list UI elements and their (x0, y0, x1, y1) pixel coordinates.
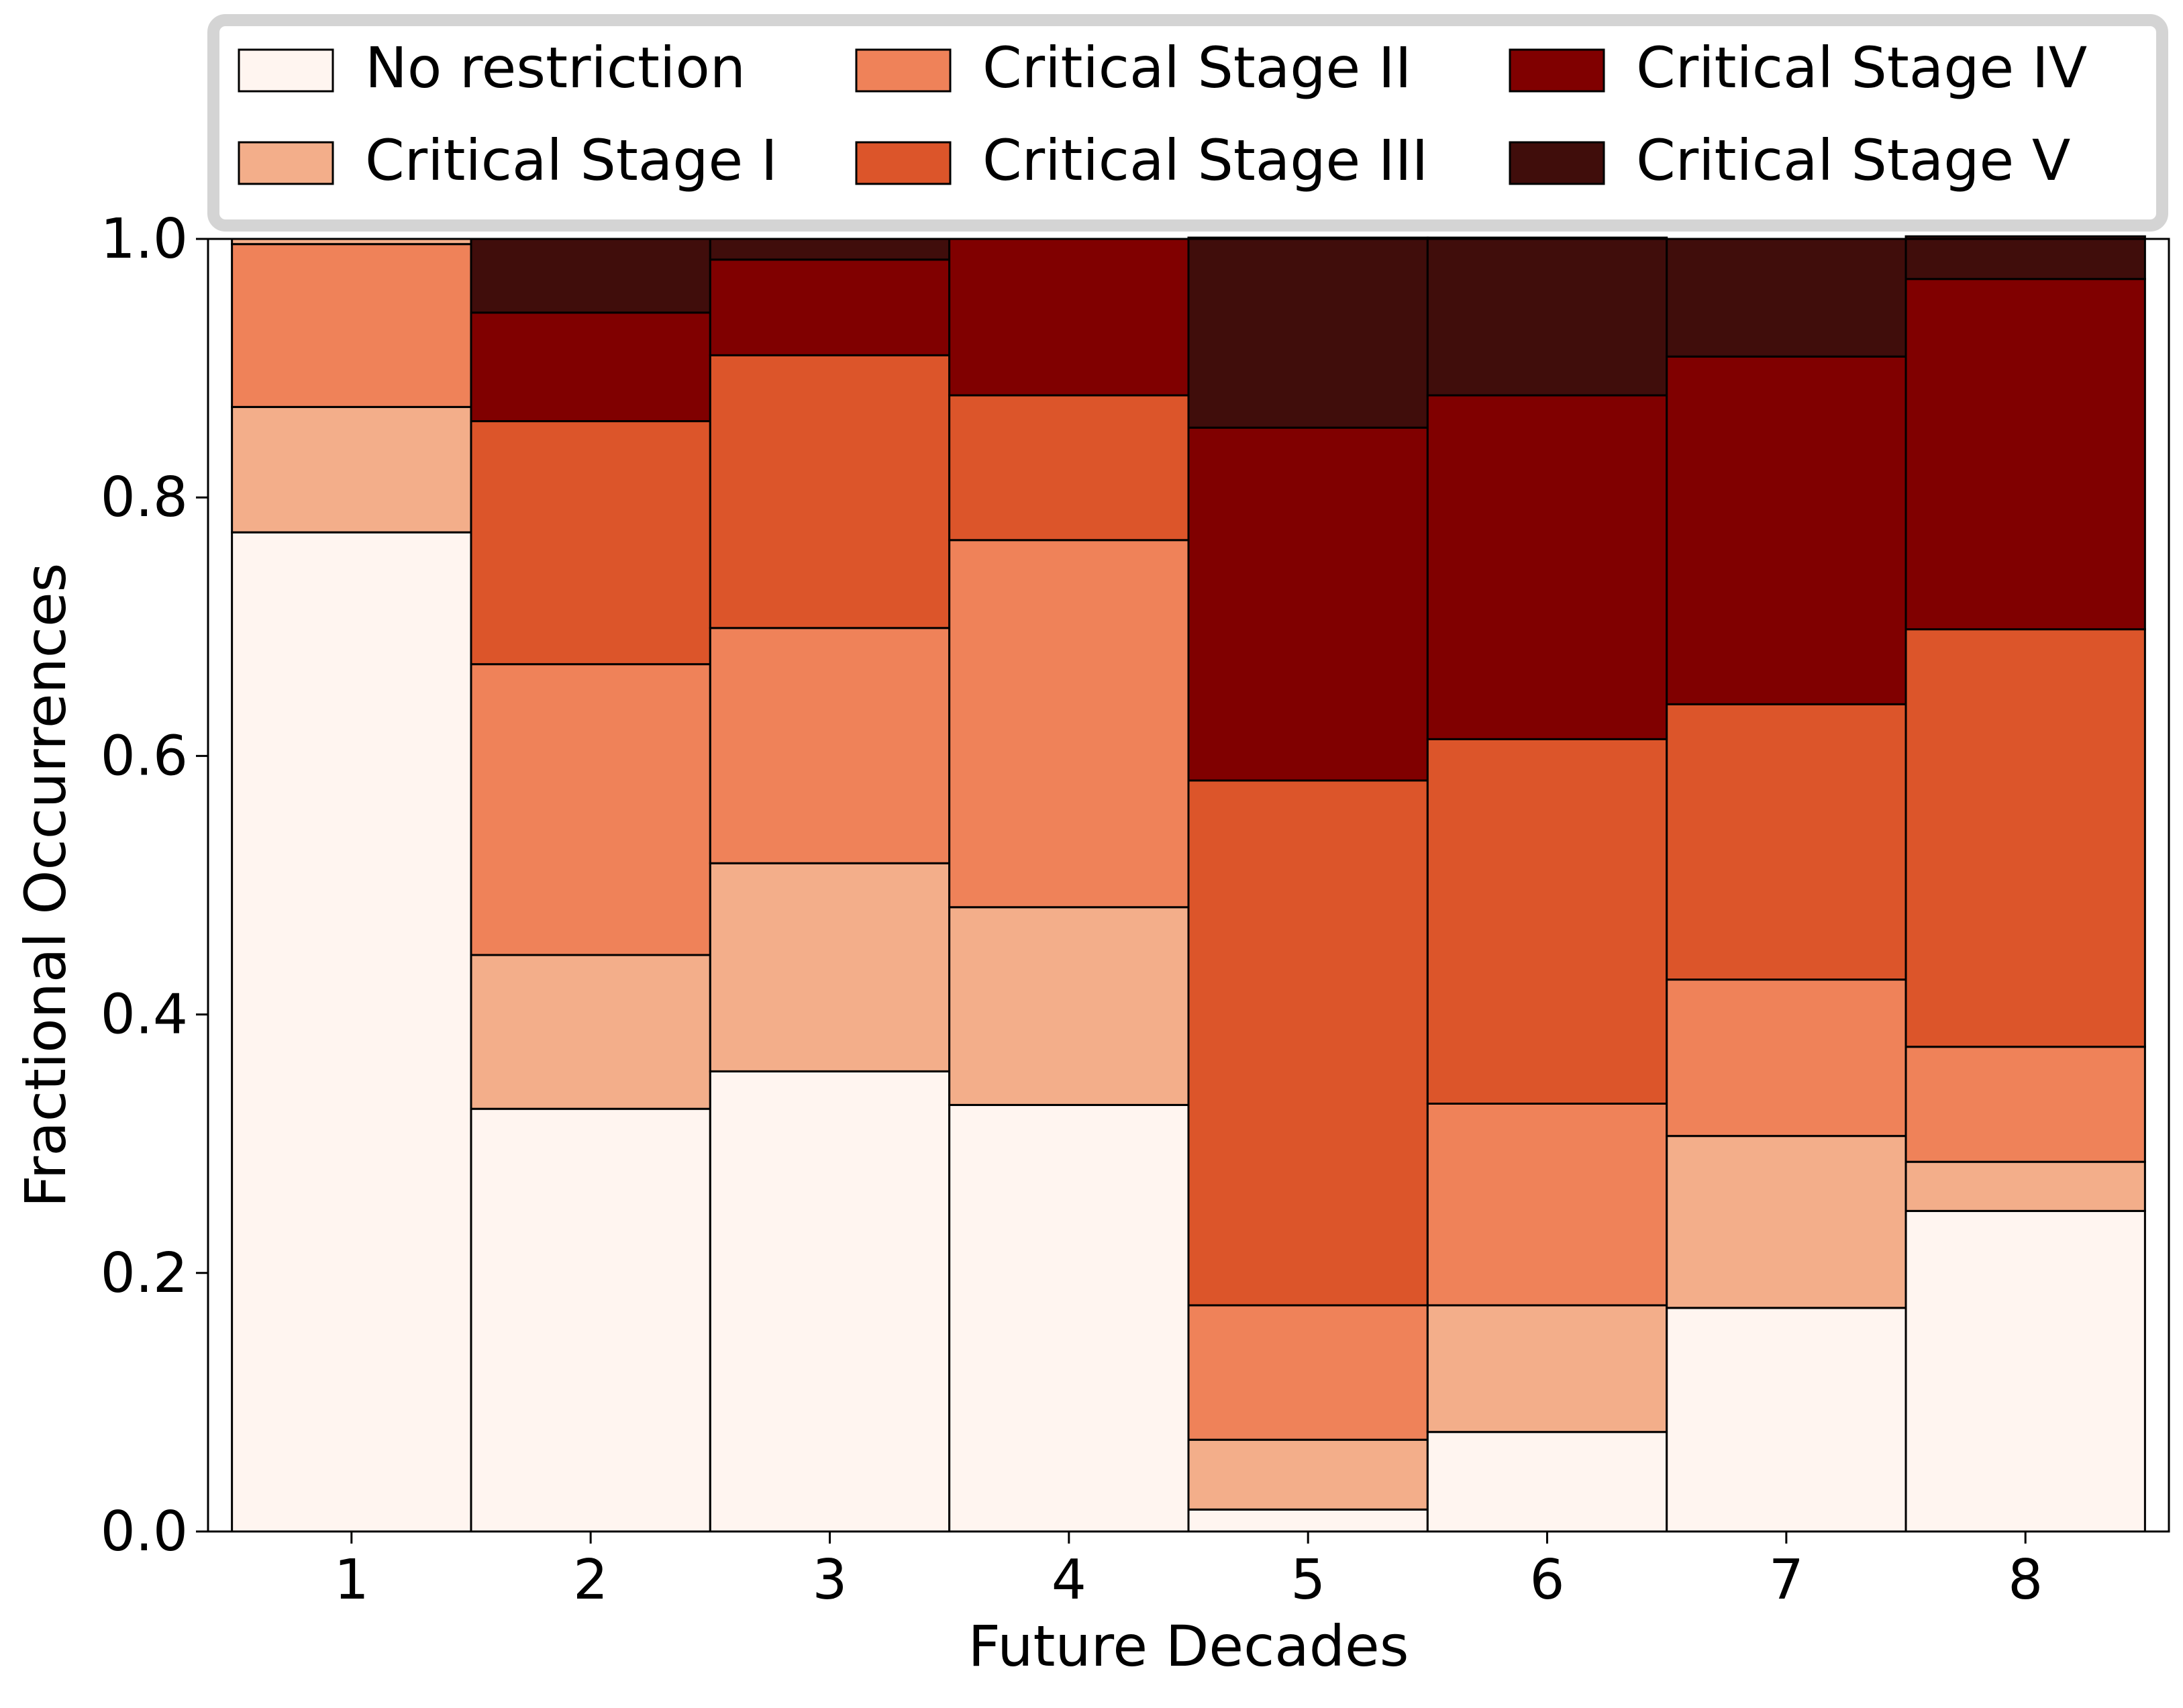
bar-segment (1905, 1160, 2146, 1212)
x-axis-label: Future Decades (968, 1613, 1409, 1679)
y-tick-label: 0.0 (101, 1500, 188, 1564)
legend-label: Critical Stage V (1636, 128, 2070, 193)
bar-segment (1426, 1431, 1668, 1533)
bar-segment (1187, 1508, 1429, 1533)
bar-segment (709, 627, 951, 864)
legend-swatch (855, 141, 952, 185)
bar-segment (1426, 394, 1668, 740)
y-tick-label: 0.2 (101, 1242, 188, 1305)
x-tick-label: 2 (573, 1548, 608, 1612)
bar-segment (948, 1103, 1190, 1533)
bar-segment (1187, 426, 1429, 782)
plot-frame (207, 238, 2170, 1533)
bar-segment (1426, 1304, 1668, 1434)
bar-segment (1426, 236, 1668, 397)
x-tick-label: 7 (1769, 1548, 1804, 1612)
y-tick-label: 1.0 (101, 207, 188, 271)
bar-segment (1426, 738, 1668, 1105)
bar-segment (470, 663, 711, 956)
bar-segment (1666, 355, 1907, 705)
y-axis: 0.0 0.2 0.4 0.6 0.8 1.0 (101, 207, 208, 1564)
y-tick-label: 0.4 (101, 983, 188, 1047)
bar-segment (231, 243, 472, 408)
x-tick-label: 5 (1290, 1548, 1325, 1612)
legend-label: Critical Stage I (365, 128, 778, 193)
bar-segment (709, 354, 951, 630)
bar-segment (948, 906, 1190, 1106)
bar-segment (1905, 278, 2146, 631)
legend-label: Critical Stage II (982, 35, 1411, 101)
x-tick-label: 8 (2008, 1548, 2043, 1612)
x-axis: 1 2 3 4 5 6 7 8 (334, 1531, 2043, 1612)
legend: No restriction Critical Stage I Critical S… (207, 14, 2168, 232)
bars-layer (231, 235, 2146, 1533)
bar-segment (1905, 1046, 2146, 1163)
bar-segment (709, 258, 951, 356)
bar-segment (709, 1070, 951, 1533)
x-tick-label: 4 (1052, 1548, 1086, 1612)
bar-segment (231, 531, 472, 1533)
bar-segment (1666, 1135, 1907, 1309)
legend-label: Critical Stage III (982, 128, 1428, 193)
legend-swatch (855, 48, 952, 93)
bar-segment (1666, 1307, 1907, 1533)
bar-segment (1905, 628, 2146, 1048)
bar-segment (948, 539, 1190, 909)
bar-segment (231, 405, 472, 534)
bar-segment (948, 238, 1190, 397)
x-tick-label: 1 (334, 1548, 369, 1612)
bar-segment (470, 311, 711, 423)
bar-segment (709, 238, 951, 261)
bar-segment (1666, 238, 1907, 358)
legend-swatch (1509, 141, 1605, 185)
legend-swatch (238, 141, 334, 185)
bar-segment (1426, 1102, 1668, 1307)
bar-segment (1666, 978, 1907, 1138)
bar-segment (1187, 1304, 1429, 1441)
x-tick-label: 6 (1529, 1548, 1564, 1612)
bar-segment (1187, 1438, 1429, 1511)
y-tick-label: 0.8 (101, 466, 188, 530)
bar-segment (470, 420, 711, 666)
bar-segment (709, 862, 951, 1072)
legend-label: Critical Stage IV (1636, 35, 2087, 101)
bar-segment (470, 954, 711, 1110)
y-tick-label: 0.6 (101, 724, 188, 788)
bar-segment (470, 238, 711, 314)
bar-segment (1187, 779, 1429, 1307)
bar-segment (470, 1107, 711, 1533)
bar-segment (1187, 236, 1429, 429)
legend-swatch (238, 48, 334, 93)
legend-box (207, 14, 2168, 232)
bar-segment (1905, 235, 2146, 281)
bar-segment (948, 394, 1190, 542)
x-tick-label: 3 (812, 1548, 847, 1612)
legend-label: No restriction (365, 35, 746, 101)
y-axis-label: Fractional Occurrences (13, 563, 79, 1208)
bar-segment (1666, 703, 1907, 981)
bar-segment (1905, 1209, 2146, 1533)
legend-swatch (1509, 48, 1605, 93)
